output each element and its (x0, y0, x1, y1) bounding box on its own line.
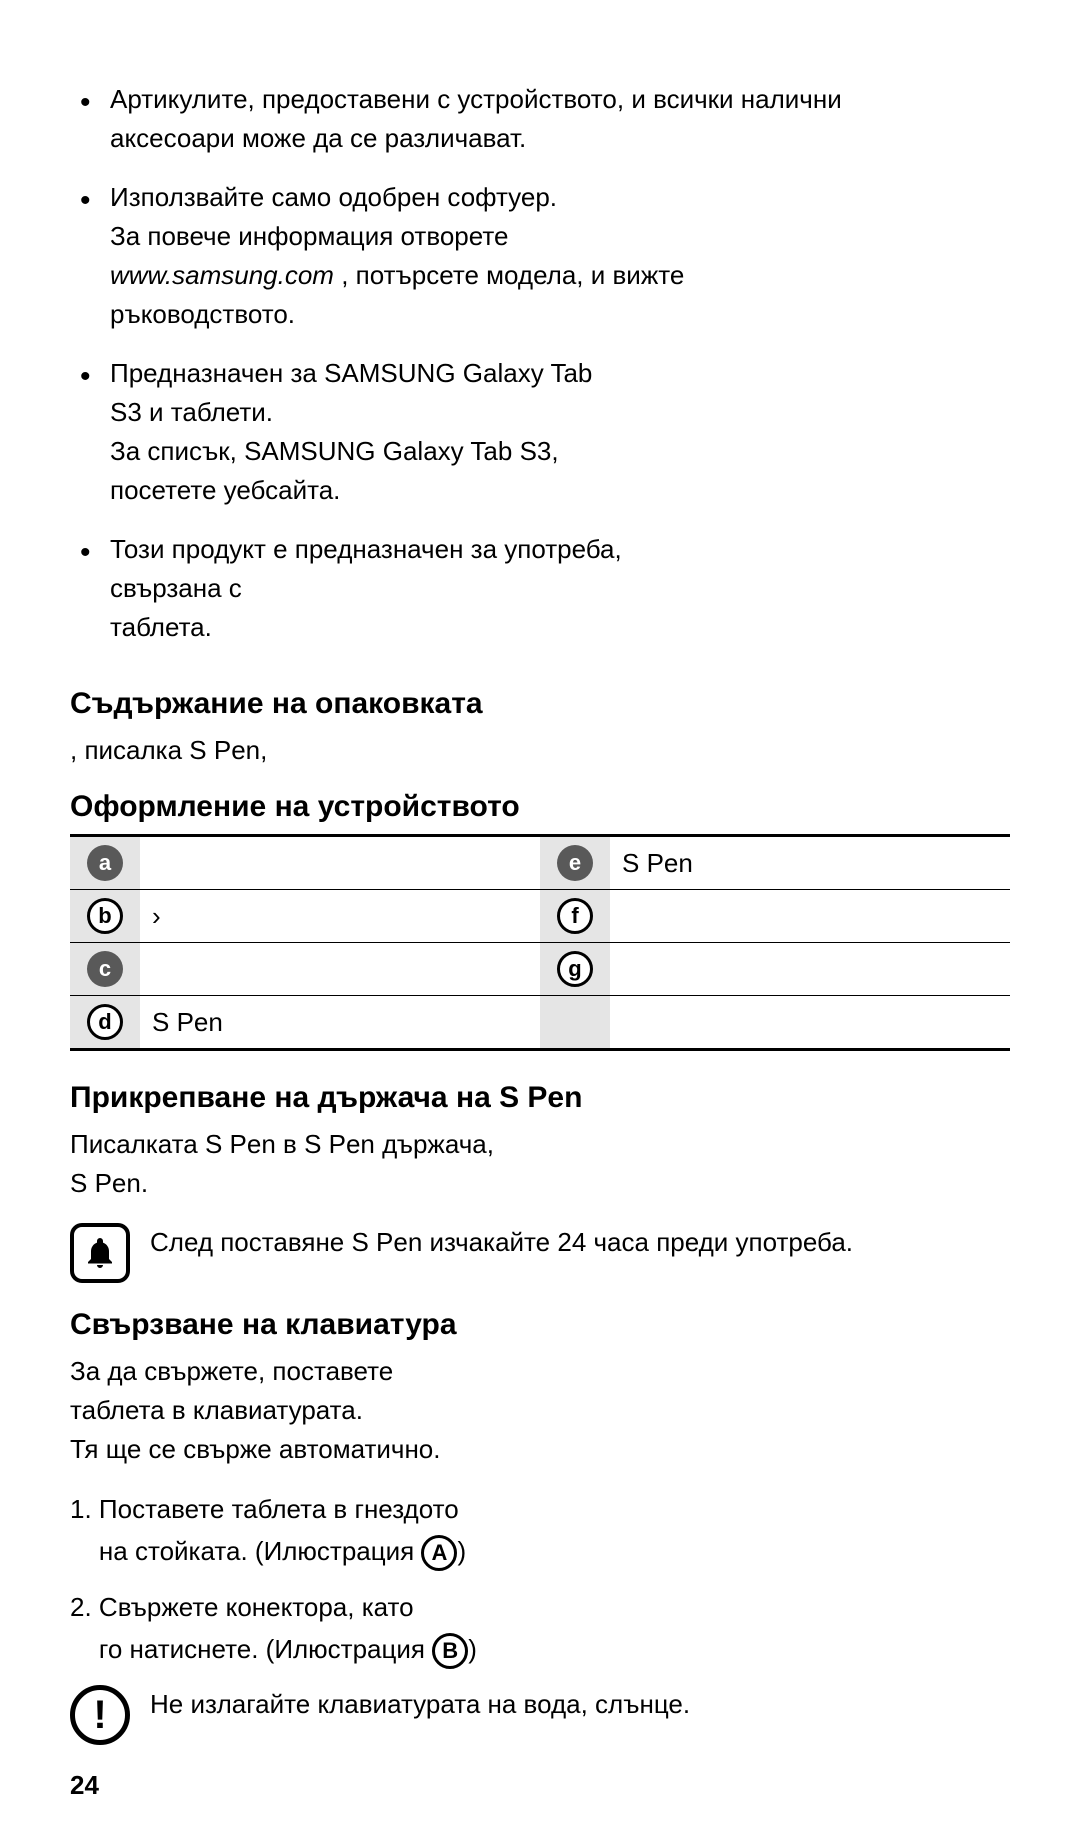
step-text: Поставете таблета в гнездото (99, 1494, 459, 1524)
table-key-cell: f (540, 890, 610, 943)
step-1: 1. Поставете таблета в гнездото на стойк… (70, 1489, 1010, 1572)
bullet-url: www.samsung.com (110, 260, 334, 290)
bullet-1: Артикулите, предоставени с устройството,… (70, 80, 1010, 158)
bullet-text: Артикулите, предоставени с устройството,… (110, 84, 842, 114)
step-2: 2. Свържете конектора, като го натиснете… (70, 1587, 1010, 1670)
badge-e-icon: e (557, 845, 593, 881)
note-block: След поставяне S Pen изчакайте 24 часа п… (70, 1223, 1010, 1283)
bullet-4: Този продукт е предназначен за употреба,… (70, 530, 1010, 647)
warning-text: Не излагайте клавиатурата на вода, слънц… (150, 1685, 1010, 1724)
text-line: За да свържете, поставете (70, 1356, 393, 1386)
figure-b-icon: B (432, 1633, 468, 1669)
bell-icon (70, 1223, 130, 1283)
table-row: d S Pen (70, 996, 1010, 1050)
badge-g-icon: g (557, 951, 593, 987)
badge-d-icon: d (87, 1004, 123, 1040)
page-number: 24 (70, 1770, 1010, 1801)
bullet-text: ръководството. (110, 299, 295, 329)
table-val-cell: S Pen (610, 836, 1010, 890)
figure-a-icon: A (421, 1535, 457, 1571)
step-text: го натиснете. (Илюстрация (99, 1634, 425, 1664)
section-package-title: Съдържание на опаковката (70, 687, 1010, 721)
table-key-cell: e (540, 836, 610, 890)
bullet-text: За повече информация отворете (110, 221, 508, 251)
text-line: Тя ще се свърже автоматично. (70, 1434, 441, 1464)
bullet-text: таблета. (110, 612, 212, 642)
bullet-text: Предназначен за SAMSUNG Galaxy Tab (110, 358, 592, 388)
badge-a-icon: a (87, 845, 123, 881)
table-key-cell: d (70, 996, 140, 1050)
table-val-cell (140, 943, 540, 996)
table-key-cell: c (70, 943, 140, 996)
table-val-cell: › (140, 890, 540, 943)
section-keyboard-intro: За да свържете, поставете таблета в клав… (70, 1352, 1010, 1469)
step-number: 2. (70, 1592, 92, 1622)
steps-list: 1. Поставете таблета в гнездото на стойк… (70, 1489, 1010, 1670)
table-key-cell (540, 996, 610, 1050)
table-row: a e S Pen (70, 836, 1010, 890)
bullet-text: посетете уебсайта. (110, 475, 340, 505)
exclamation-icon: ! (70, 1685, 130, 1745)
bullet-text: аксесоари може да се различават. (110, 123, 526, 153)
bullet-text: S3 и таблети. (110, 397, 273, 427)
bullet-text: , потърсете модела, и вижте (341, 260, 684, 290)
section-layout-title: Оформление на устройството (70, 790, 1010, 824)
badge-b-icon: b (87, 898, 123, 934)
bullet-text: Този продукт е предназначен за употреба, (110, 534, 622, 564)
table-val-cell (140, 836, 540, 890)
table-key-cell: g (540, 943, 610, 996)
paren-text: ) (468, 1634, 477, 1664)
table-key-cell: b (70, 890, 140, 943)
step-text: Свържете конектора, като (99, 1592, 414, 1622)
table-row: c g (70, 943, 1010, 996)
bullet-text: свързана с (110, 573, 242, 603)
bullet-text: За списък, SAMSUNG Galaxy Tab S3, (110, 436, 559, 466)
table-key-cell: a (70, 836, 140, 890)
device-layout-table: a e S Pen b › f c g d S Pen (70, 834, 1010, 1051)
table-val-cell: S Pen (140, 996, 540, 1050)
step-number: 1. (70, 1494, 92, 1524)
intro-bullets: Артикулите, предоставени с устройството,… (70, 80, 1010, 647)
step-text: на стойката. (Илюстрация (99, 1536, 414, 1566)
section-package-text: , писалка S Pen, (70, 731, 1010, 770)
note-text: След поставяне S Pen изчакайте 24 часа п… (150, 1223, 1010, 1262)
bullet-text: Използвайте само одобрен софтуер. (110, 182, 557, 212)
section-spen-text: Писалката S Pen в S Pen държача, S Pen. (70, 1125, 1010, 1203)
table-val-cell (610, 890, 1010, 943)
paren-text: ) (457, 1536, 466, 1566)
table-val-cell (610, 996, 1010, 1050)
text-line: S Pen. (70, 1168, 148, 1198)
section-keyboard-title: Свързване на клавиатура (70, 1308, 1010, 1342)
bullet-3: Предназначен за SAMSUNG Galaxy Tab S3 и … (70, 354, 1010, 510)
text-line: таблета в клавиатурата. (70, 1395, 363, 1425)
badge-f-icon: f (557, 898, 593, 934)
bullet-2: Използвайте само одобрен софтуер. За пов… (70, 178, 1010, 334)
text-line: Писалката S Pen в S Pen държача, (70, 1129, 494, 1159)
table-row: b › f (70, 890, 1010, 943)
table-val-cell (610, 943, 1010, 996)
warning-block: ! Не излагайте клавиатурата на вода, слъ… (70, 1685, 1010, 1745)
badge-c-icon: c (87, 951, 123, 987)
section-spen-title: Прикрепване на държача на S Pen (70, 1081, 1010, 1115)
